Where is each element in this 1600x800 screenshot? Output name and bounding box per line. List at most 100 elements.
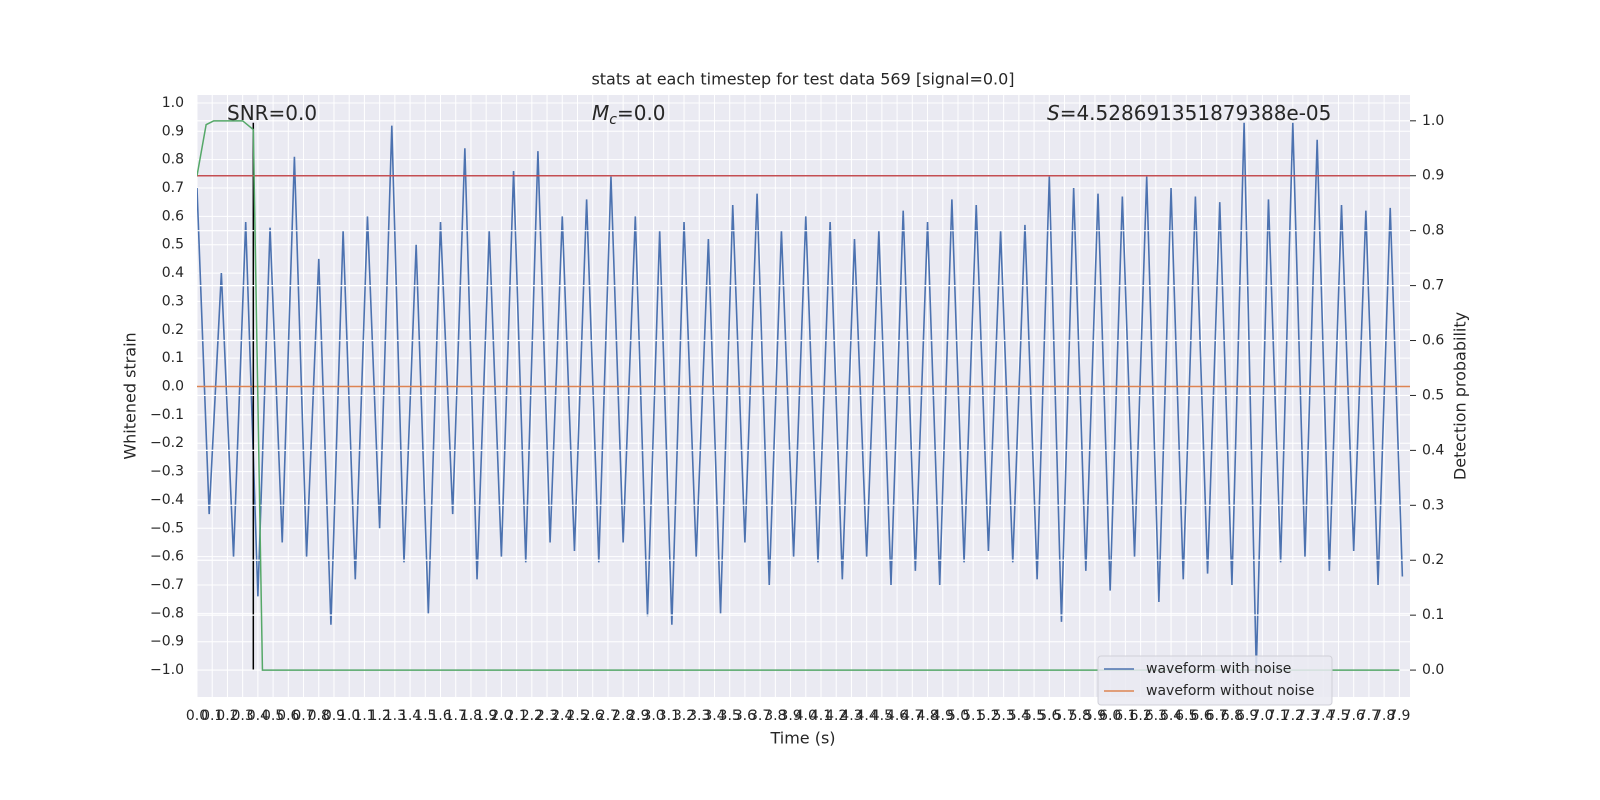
x-tick-label: 3.0 [642, 708, 664, 724]
y2-tick-label: 0.6 [1422, 333, 1444, 349]
x-tick-label: 2.6 [582, 708, 604, 724]
x-tick-label: 4.9 [932, 708, 954, 724]
x-tick-label: 5.7 [1053, 708, 1075, 724]
y-tick-label: 0.7 [162, 180, 184, 196]
x-tick-label: 0.9 [323, 708, 345, 724]
y2-tick-label: 0.3 [1422, 497, 1444, 513]
x-tick-label: 6.6 [1190, 708, 1212, 724]
x-tick-label: 0.7 [292, 708, 314, 724]
x-tick-label: 4.8 [916, 708, 938, 724]
x-tick-label: 1.3 [384, 708, 406, 724]
x-tick-label: 2.8 [612, 708, 634, 724]
x-tick-label: 4.2 [825, 708, 847, 724]
x-tick-label: 3.9 [779, 708, 801, 724]
x-tick-label: 4.5 [871, 708, 893, 724]
y2-tick-label: 0.5 [1422, 387, 1444, 403]
x-tick-label: 3.2 [673, 708, 695, 724]
x-tick-label: 6.5 [1175, 708, 1197, 724]
x-tick-label: 1.7 [445, 708, 467, 724]
x-tick-label: 3.6 [734, 708, 756, 724]
annotation: Mc=0.0 [592, 101, 666, 129]
x-tick-label: 6.9 [1236, 708, 1258, 724]
y-tick-label: −0.9 [150, 634, 184, 650]
x-tick-label: 7.3 [1297, 708, 1319, 724]
x-tick-label: 3.5 [719, 708, 741, 724]
x-tick-label: 5.1 [962, 708, 984, 724]
x-tick-label: 3.4 [703, 708, 725, 724]
x-tick-label: 6.2 [1129, 708, 1151, 724]
x-tick-label: 1.9 [475, 708, 497, 724]
y2-tick-label: 0.7 [1422, 278, 1444, 294]
y-tick-label: 0.9 [162, 123, 184, 139]
y2-tick-label: 0.0 [1422, 662, 1444, 678]
x-tick-label: 0.2 [216, 708, 238, 724]
x-tick-label: 5.0 [947, 708, 969, 724]
x-tick-label: 6.8 [1221, 708, 1243, 724]
x-tick-label: 5.6 [1038, 708, 1060, 724]
x-tick-label: 7.9 [1388, 708, 1410, 724]
y-tick-label: 0.3 [162, 293, 184, 309]
legend-box [1097, 655, 1333, 706]
y-tick-label: −0.5 [150, 520, 184, 536]
x-axis-label: Time (s) [769, 729, 835, 748]
chart-title: stats at each timestep for test data 569… [591, 70, 1014, 89]
x-tick-label: 4.6 [886, 708, 908, 724]
y2-tick-label: 1.0 [1422, 113, 1444, 129]
x-tick-label: 4.0 [795, 708, 817, 724]
x-tick-label: 4.1 [810, 708, 832, 724]
y-tick-label: −0.7 [150, 577, 184, 593]
x-tick-label: 0.0 [186, 708, 208, 724]
x-tick-label: 6.3 [1145, 708, 1167, 724]
annotation-part: =0.0 [617, 101, 666, 125]
x-tick-label: 5.4 [1008, 708, 1030, 724]
y-tick-label: 0.0 [162, 379, 184, 395]
y2-tick-label: 0.2 [1422, 552, 1444, 568]
x-tick-label: 2.2 [521, 708, 543, 724]
y-tick-label: −0.3 [150, 464, 184, 480]
y-tick-label: 1.0 [162, 95, 184, 111]
x-tick-label: 2.0 [490, 708, 512, 724]
y-tick-label: −0.8 [150, 605, 184, 621]
x-tick-label: 4.4 [856, 708, 878, 724]
x-tick-label: 5.2 [977, 708, 999, 724]
x-tick-label: 1.0 [338, 708, 360, 724]
x-tick-label: 3.7 [749, 708, 771, 724]
annotation: S=4.528691351879388e-05 [1047, 101, 1331, 125]
y-tick-label: 0.1 [162, 350, 184, 366]
legend-label: waveform with noise [1146, 661, 1291, 677]
x-tick-label: 7.8 [1373, 708, 1395, 724]
x-tick-label: 2.1 [505, 708, 527, 724]
x-tick-label: 5.5 [1023, 708, 1045, 724]
annotation-part: c [609, 112, 617, 128]
x-tick-label: 1.5 [414, 708, 436, 724]
x-tick-label: 5.9 [1084, 708, 1106, 724]
x-tick-label: 0.5 [262, 708, 284, 724]
x-tick-label: 2.5 [566, 708, 588, 724]
x-tick-label: 6.7 [1206, 708, 1228, 724]
y-axis-label: Whitened strain [121, 332, 140, 459]
x-tick-label: 2.7 [597, 708, 619, 724]
annotation-part: =4.528691351879388e-05 [1060, 101, 1332, 125]
x-tick-label: 6.4 [1160, 708, 1182, 724]
y2-axis-label: Detection probability [1451, 312, 1470, 480]
x-tick-label: 3.3 [688, 708, 710, 724]
x-tick-label: 7.6 [1343, 708, 1365, 724]
x-tick-label: 0.3 [232, 708, 254, 724]
x-tick-label: 7.7 [1358, 708, 1380, 724]
annotation-part: M [592, 101, 609, 125]
y2-tick-label: 0.1 [1422, 607, 1444, 623]
y-tick-label: 0.8 [162, 152, 184, 168]
x-tick-label: 2.4 [551, 708, 573, 724]
y-tick-label: 0.6 [162, 208, 184, 224]
y-tick-label: −0.4 [150, 492, 184, 508]
x-tick-label: 1.2 [369, 708, 391, 724]
x-tick-label: 1.8 [460, 708, 482, 724]
overlay-layer: SNR=0.0 Mc=0.0 S=4.528691351879388e-05 wave… [227, 101, 1416, 706]
x-tick-label: 1.4 [399, 708, 421, 724]
x-tick-label: 6.1 [1114, 708, 1136, 724]
y2-tick-label: 0.8 [1422, 223, 1444, 239]
y-tick-label: −0.2 [150, 435, 184, 451]
legend-label: waveform without noise [1146, 683, 1314, 699]
x-tick-label: 0.1 [201, 708, 223, 724]
